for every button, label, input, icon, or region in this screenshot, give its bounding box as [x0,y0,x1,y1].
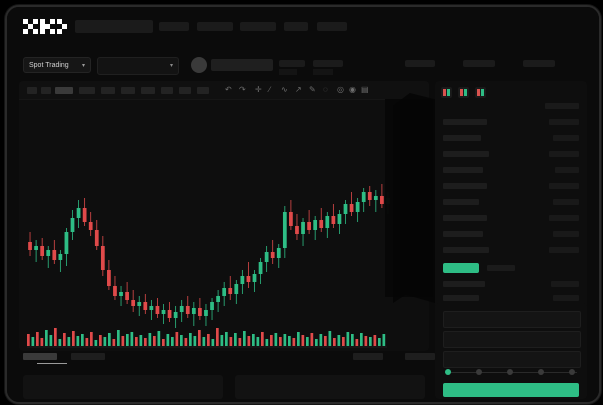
order-book-row[interactable] [443,135,481,141]
timeframe-1[interactable] [27,87,37,94]
order-book-row[interactable] [443,199,479,205]
both-sides-icon[interactable] [441,87,452,98]
brush-icon[interactable]: ✎ [309,85,316,94]
stat-1-label [279,60,305,67]
coin-avatar [191,57,207,73]
timeframe-6[interactable] [141,87,155,94]
order-book-row[interactable] [443,183,487,189]
chevron-down-icon: ▾ [81,63,85,69]
order-book-row[interactable] [443,231,483,237]
crosshair-icon[interactable]: ✛ [255,85,262,94]
order-book-row-value [549,183,579,189]
slider-stop-2[interactable] [507,369,513,375]
trading-mode-selector[interactable]: Spot Trading ▾ [23,57,91,73]
stat-2-label [313,60,343,67]
order-book-row-value [549,215,579,221]
nav-item-3[interactable] [240,22,276,31]
slider-stop-3[interactable] [538,369,544,375]
order-book-row-value [555,167,579,173]
order-book-row[interactable] [443,281,485,287]
bottom-card-1[interactable] [23,375,223,399]
timeframe-7[interactable] [161,87,173,94]
lock-icon[interactable]: ◎ [337,85,344,94]
amount-percent-slider[interactable] [445,369,577,376]
bottom-card-2[interactable] [235,375,425,399]
chart-toolbar: ↶ ↷ ✛ ∕ ∿ ↗ ✎ ◌ ◎ ◉ ▤ [19,81,429,100]
eye-icon[interactable]: ◉ [349,85,356,94]
order-book-row-value [553,135,579,141]
price-input[interactable] [443,311,581,328]
order-book-last-price [443,263,479,273]
order-book-row-value [549,151,579,157]
nav-item-4[interactable] [284,22,308,31]
trendline-icon[interactable]: ∕ [269,85,271,94]
bottom-tab-3[interactable] [353,353,383,360]
trash-icon[interactable]: ▤ [361,85,369,94]
device-frame: Spot Trading ▾ ▾ [5,5,601,404]
bottom-tab-bar [23,353,435,364]
slider-stop-0[interactable] [445,369,451,375]
arrow-icon[interactable]: ↗ [295,85,302,94]
pair-selector[interactable]: ▾ [97,57,179,75]
nav-item-2[interactable] [197,22,233,31]
okx-logo[interactable] [23,19,67,34]
stat-3 [405,60,435,67]
chevron-down-icon: ▾ [169,63,173,69]
top-navigation-bar [7,7,599,45]
order-book-mid-value [487,265,515,271]
order-book-row[interactable] [443,167,483,173]
trading-app: Spot Trading ▾ ▾ [7,7,599,402]
timeframe-8[interactable] [179,87,191,94]
order-form-panel [435,303,587,399]
bottom-tab-1[interactable] [23,353,57,360]
redo-icon[interactable]: ↷ [239,85,246,94]
order-book-row-value [553,199,579,205]
wave-icon[interactable]: ∿ [281,85,288,94]
asks-only-icon[interactable] [458,87,469,98]
order-book-row-value [553,295,579,301]
screen-glare-overlay-2 [393,93,435,303]
search-input[interactable] [75,20,153,33]
nav-item-5[interactable] [317,22,347,31]
nav-item-1[interactable] [159,22,189,31]
trading-mode-label: Spot Trading [29,62,69,69]
timeframe-5[interactable] [121,87,135,94]
total-input[interactable] [443,351,581,368]
stat-2-value [313,69,333,75]
bottom-tab-underline [37,363,67,364]
amount-input[interactable] [443,331,581,348]
order-book-row[interactable] [443,295,479,301]
timeframe-3[interactable] [79,87,95,94]
order-book-row[interactable] [443,215,487,221]
order-book-row[interactable] [443,247,489,253]
slider-stop-1[interactable] [476,369,482,375]
order-book-row[interactable] [443,119,487,125]
order-book-view-tabs [441,87,486,98]
order-book-header [545,103,579,109]
order-book-row[interactable] [443,151,489,157]
order-book-row-value [549,247,579,253]
timeframe-active[interactable] [55,87,73,94]
stat-4 [463,60,495,67]
last-price-display [211,59,273,71]
chart-panel[interactable]: ↶ ↷ ✛ ∕ ∿ ↗ ✎ ◌ ◎ ◉ ▤ [19,81,429,351]
order-book-row-value [553,231,579,237]
bids-only-icon[interactable] [475,87,486,98]
stat-1-value [279,69,297,75]
timeframe-9[interactable] [197,87,209,94]
slider-stop-4[interactable] [569,369,575,375]
candlestick-chart[interactable] [19,100,429,351]
submit-buy-button[interactable] [443,383,579,397]
order-book-row-value [551,281,579,287]
magnet-icon[interactable]: ◌ [323,85,328,94]
bottom-tab-2[interactable] [71,353,105,360]
bottom-tab-4[interactable] [405,353,435,360]
timeframe-4[interactable] [101,87,115,94]
stat-5 [523,60,555,67]
timeframe-2[interactable] [41,87,51,94]
order-book-row-value [549,119,579,125]
undo-icon[interactable]: ↶ [225,85,232,94]
